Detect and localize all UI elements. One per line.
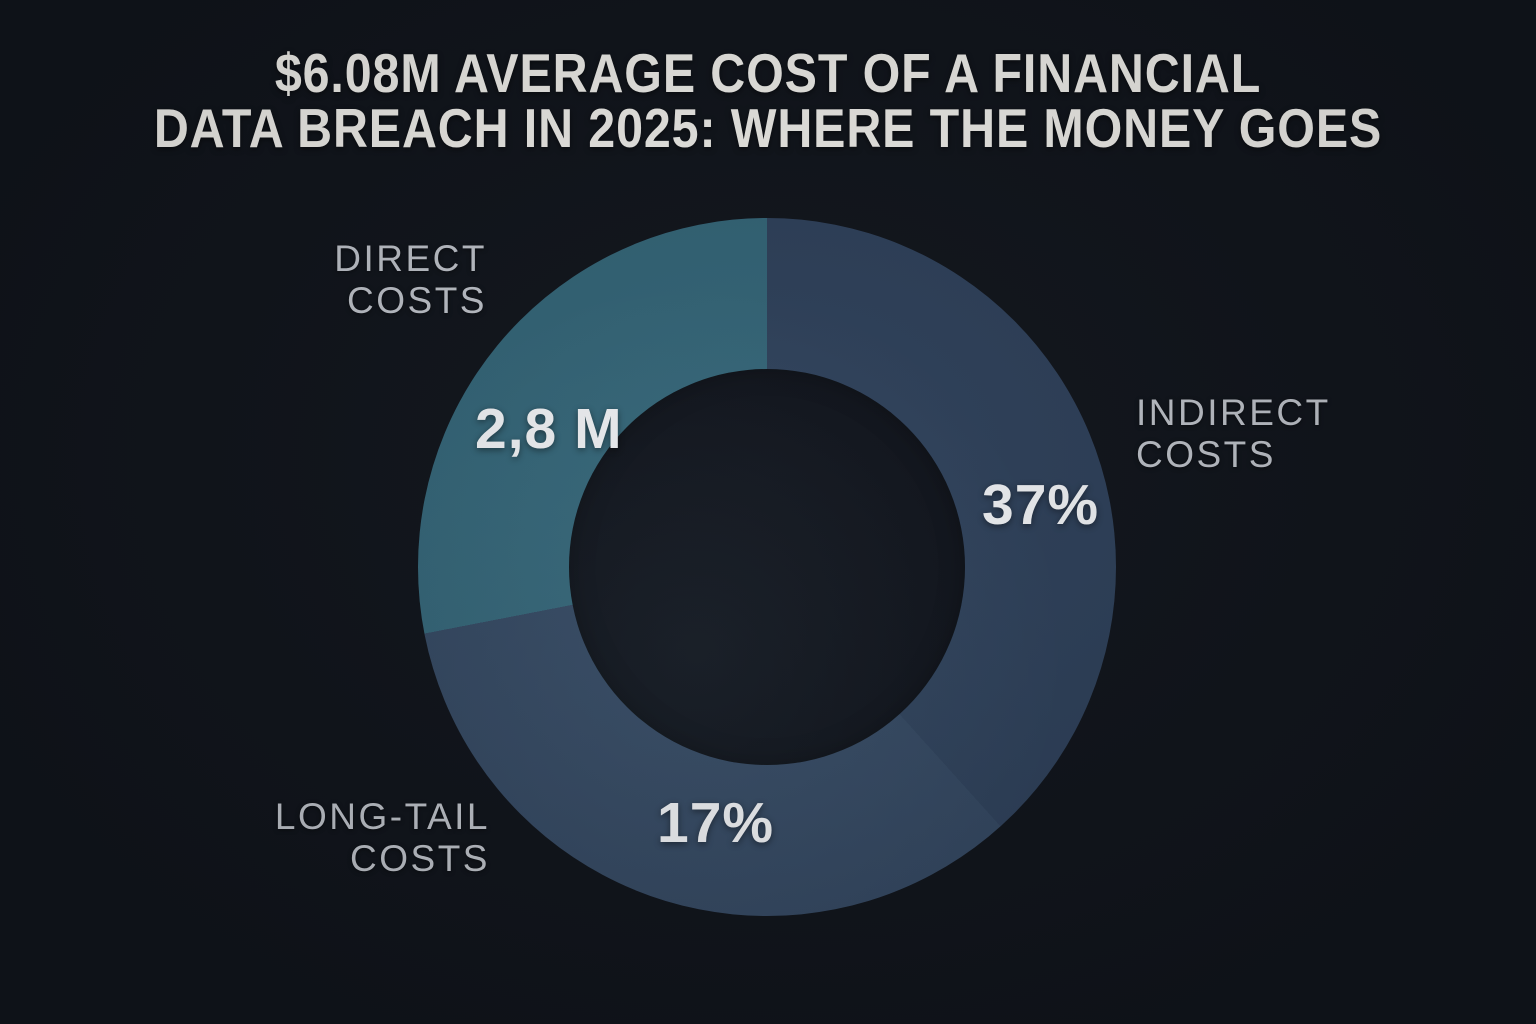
chart-title: $6.08M AVERAGE COST OF A FINANCIAL DATA … [153,42,1383,159]
donut-hole [569,369,965,765]
segment-label-direct-costs: DIRECT COSTS [334,238,487,321]
segment-value-long-tail-costs: 17% [657,791,775,855]
segment-value-direct-costs: 2,8 M [475,397,623,461]
segment-value-indirect-costs: 37% [982,473,1100,537]
donut-chart [418,218,1116,916]
segment-label-indirect-costs: INDIRECT COSTS [1136,392,1331,475]
segment-label-long-tail-costs: LONG-TAIL COSTS [274,796,490,879]
